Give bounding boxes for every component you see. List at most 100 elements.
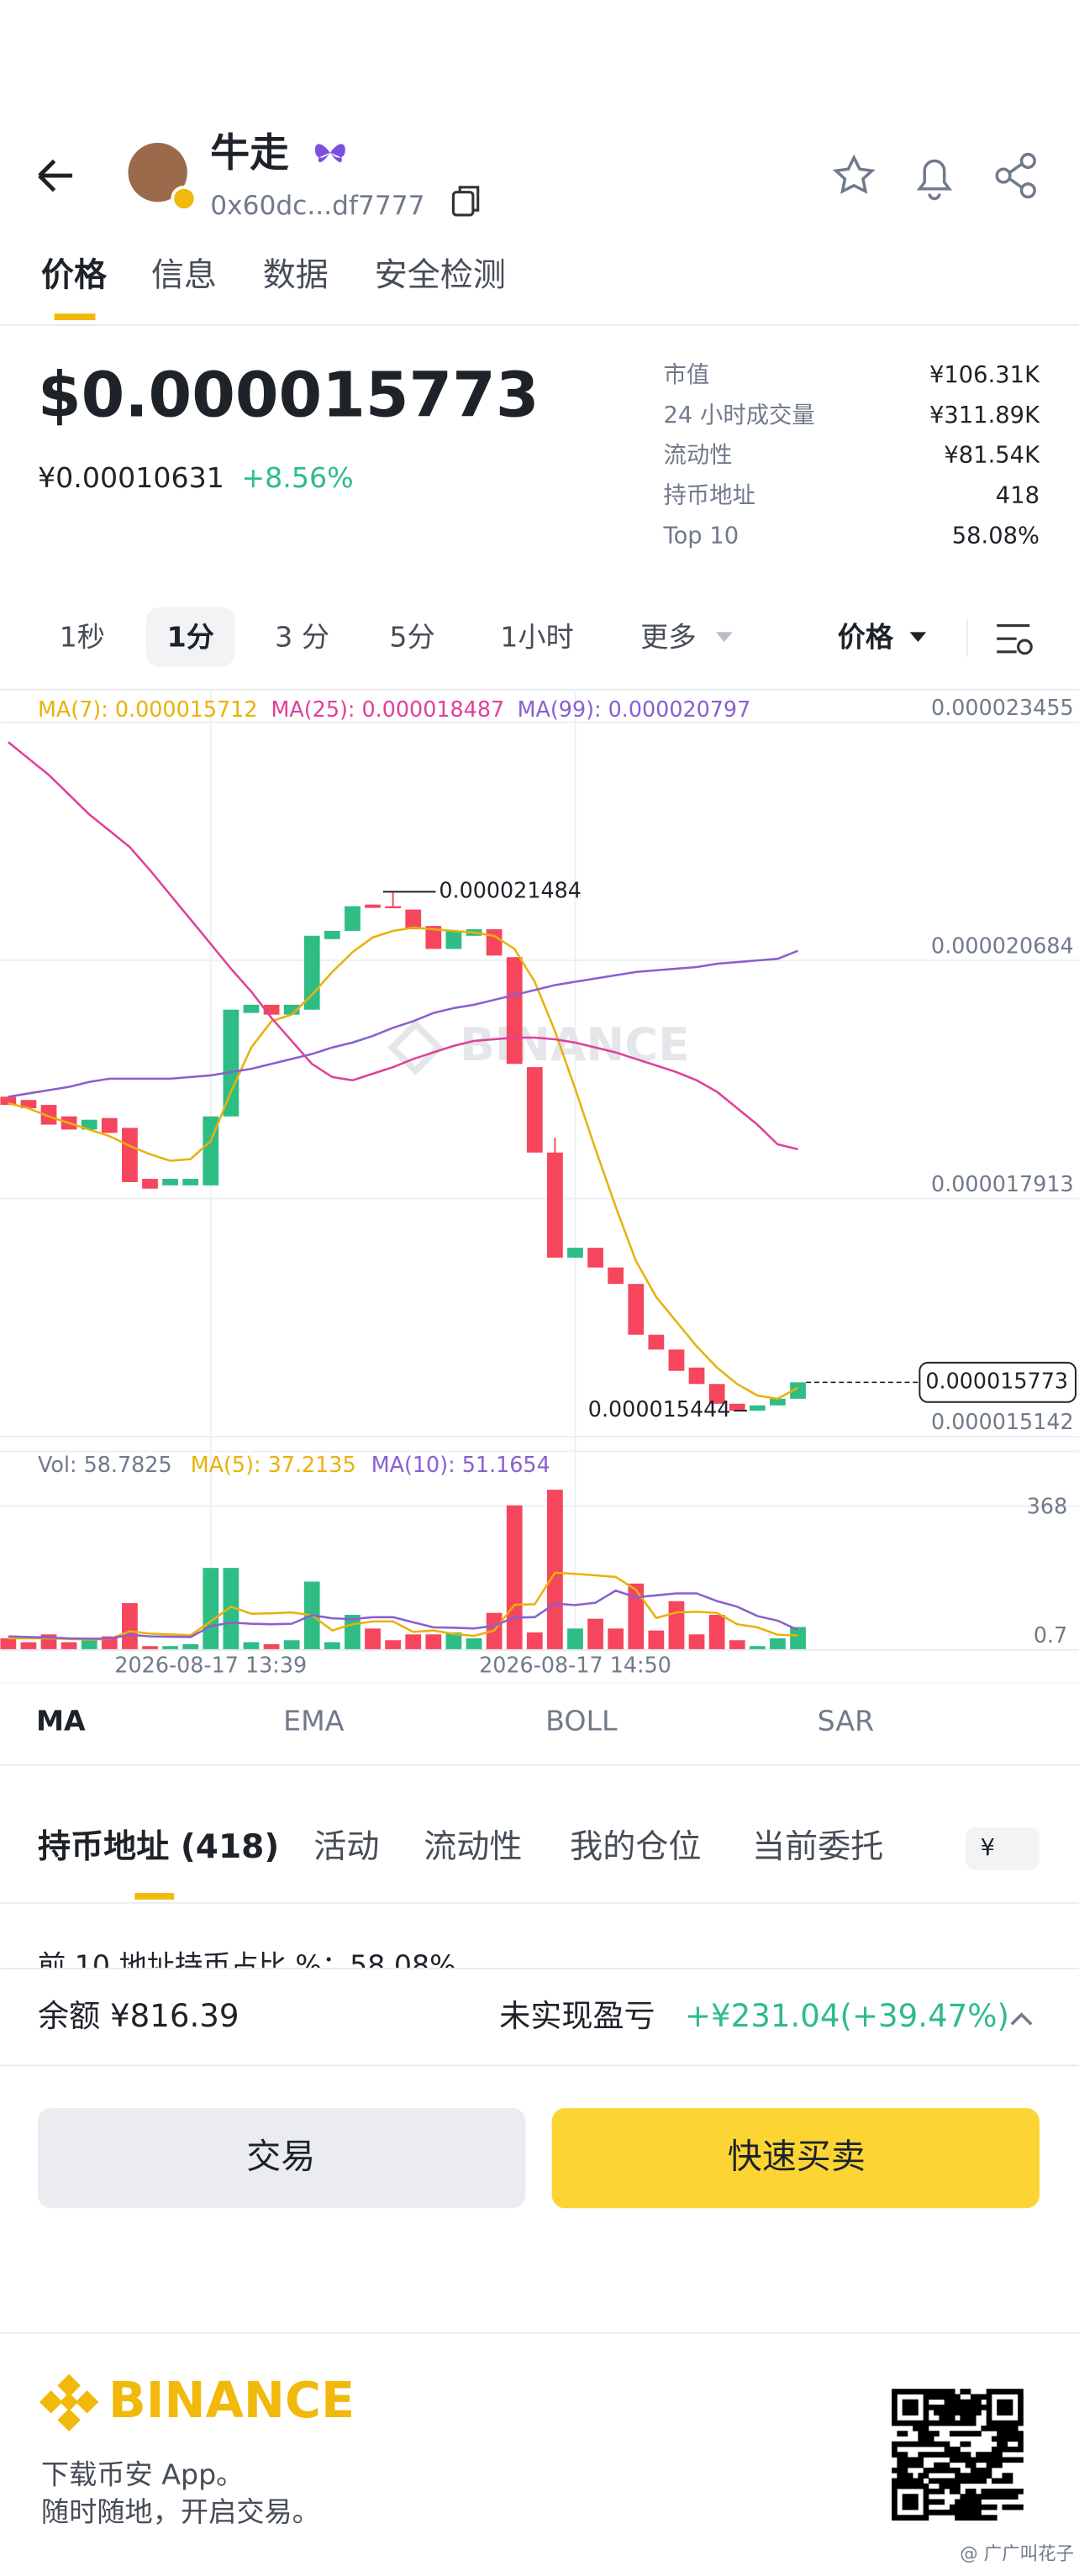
footer-line: 下载币安 App。: [41, 2458, 244, 2490]
volume-bar: [142, 1646, 158, 1650]
qr-module: [965, 2457, 971, 2463]
qr-module: [970, 2499, 976, 2505]
qr-module: [944, 2399, 950, 2405]
volume-bar: [729, 1640, 745, 1650]
qr-module: [986, 2515, 992, 2521]
alert-button[interactable]: [916, 159, 953, 201]
qr-module: [902, 2452, 908, 2458]
tab[interactable]: 价格: [41, 257, 108, 295]
price-toggle[interactable]: 价格: [838, 621, 894, 654]
interval[interactable]: 3 分: [275, 621, 329, 654]
qr-module: [1018, 2504, 1024, 2510]
copy-button[interactable]: [451, 186, 480, 217]
candle-body: [283, 1004, 300, 1015]
interval-bar: 1秒 1分 3 分 5分 1小时 更多: [60, 621, 697, 654]
qr-module: [892, 2452, 897, 2458]
holdings-tab[interactable]: 持币地址 (418): [38, 1828, 279, 1866]
qr-module: [944, 2483, 950, 2489]
qr-module: [923, 2504, 929, 2510]
qr-module: [944, 2394, 950, 2400]
qr-module: [902, 2483, 908, 2489]
qr-module: [1002, 2436, 1008, 2442]
favorite-button[interactable]: [832, 154, 876, 194]
back-button[interactable]: [38, 159, 73, 192]
qr-module: [960, 2410, 966, 2416]
qr-module: [913, 2504, 918, 2510]
interval[interactable]: 1小时: [500, 621, 574, 654]
expand-icon[interactable]: [1010, 2012, 1033, 2026]
qr-module: [991, 2452, 997, 2458]
qr-module: [939, 2478, 945, 2484]
pnl-value: +¥231.04(+39.47%): [685, 1998, 1009, 2034]
qr-module: [923, 2436, 929, 2442]
candle-body: [688, 1367, 705, 1385]
share-button[interactable]: [995, 152, 1036, 199]
qr-module: [892, 2441, 897, 2447]
qr-module: [934, 2431, 940, 2437]
qr-module: [928, 2420, 934, 2426]
qr-module: [1007, 2426, 1013, 2431]
interval[interactable]: 更多: [640, 621, 696, 654]
holdings-tab[interactable]: 我的仓位: [570, 1828, 701, 1866]
qr-module: [902, 2504, 908, 2510]
qr-module: [892, 2420, 897, 2426]
interval[interactable]: 1分: [167, 621, 214, 654]
qr-module: [928, 2431, 934, 2437]
last-price-label: 0.000015773: [925, 1368, 1068, 1393]
quick-trade-button[interactable]: [551, 2108, 1040, 2209]
qr-module: [965, 2404, 971, 2410]
qr-module: [970, 2468, 976, 2473]
indicator[interactable]: BOLL: [545, 1704, 618, 1737]
qr-module: [960, 2404, 966, 2410]
qr-module: [997, 2447, 1003, 2452]
qr-module: [934, 2420, 940, 2426]
qr-module: [986, 2426, 992, 2431]
qr-module: [913, 2499, 918, 2505]
qr-module: [1018, 2457, 1024, 2463]
currency-toggle[interactable]: [966, 1827, 1040, 1870]
qr-module: [923, 2515, 929, 2521]
candle-body: [445, 930, 462, 949]
qr-module: [1007, 2457, 1013, 2463]
interval[interactable]: 5分: [389, 621, 434, 654]
volume-bar: [203, 1568, 219, 1650]
stat-label: 持币地址: [664, 483, 755, 509]
indicator[interactable]: MA: [36, 1704, 86, 1737]
qr-module: [907, 2462, 913, 2468]
qr-module: [955, 2410, 961, 2416]
candle-body: [628, 1284, 645, 1335]
footer-line: 随时随地，开启交易。: [41, 2495, 320, 2528]
qr-module: [976, 2431, 982, 2437]
indicator[interactable]: SAR: [818, 1704, 874, 1737]
qr-module: [955, 2457, 961, 2463]
qr-module: [892, 2504, 897, 2510]
token-name: 牛走: [210, 130, 289, 176]
low-label: 0.000015444: [588, 1396, 731, 1422]
qr-module: [897, 2431, 903, 2437]
holdings-tab[interactable]: 当前委托: [752, 1828, 883, 1866]
trade-button[interactable]: [38, 2108, 526, 2209]
tab[interactable]: 信息: [151, 257, 217, 295]
qr-module: [934, 2410, 940, 2416]
qr-module: [923, 2415, 929, 2421]
interval[interactable]: 1秒: [60, 621, 105, 654]
qr-module: [918, 2462, 924, 2468]
qr-module: [939, 2441, 945, 2447]
holdings-tab[interactable]: 活动: [313, 1828, 379, 1866]
qr-module: [955, 2394, 961, 2400]
tab[interactable]: 安全检测: [375, 257, 506, 295]
candle-body: [365, 904, 381, 908]
qr-module: [923, 2389, 929, 2395]
indicator[interactable]: EMA: [283, 1704, 345, 1737]
legend-entry: MA(25): 0.000018487: [271, 697, 505, 722]
holdings-tab[interactable]: 流动性: [424, 1828, 522, 1866]
qr-module: [934, 2510, 940, 2516]
tab[interactable]: 数据: [263, 257, 329, 295]
qr-module: [981, 2457, 987, 2463]
qr-module: [918, 2457, 924, 2463]
qr-module: [991, 2447, 997, 2452]
chart-settings[interactable]: [997, 623, 1033, 655]
qr-module: [986, 2494, 992, 2500]
qr-module: [892, 2404, 897, 2410]
